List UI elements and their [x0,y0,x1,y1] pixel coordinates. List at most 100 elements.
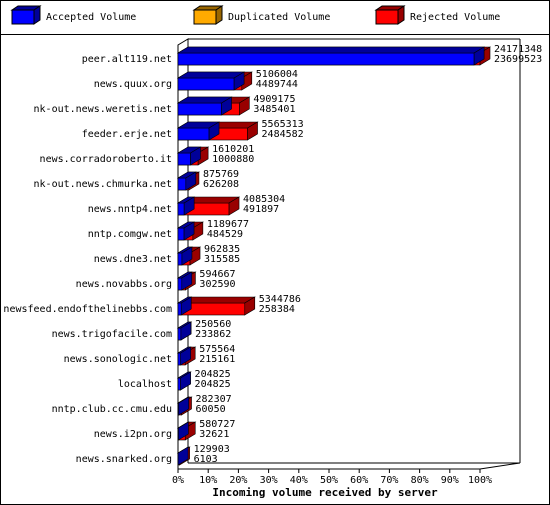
value-label: 129903 [194,444,230,455]
y-tick-label: news.i2pn.org [94,429,172,440]
bar [176,321,193,341]
bar-top [176,71,246,79]
bar-front [177,302,182,316]
value-label: 302590 [199,279,235,290]
bar-side [190,146,201,166]
bar [176,46,486,66]
value-label: 875769 [203,169,239,180]
value-label: 580727 [199,419,235,430]
bar-front [177,327,182,341]
y-tick-label: nntp.comgw.net [88,229,172,240]
x-tick-label: 40% [290,475,308,486]
bar-side [180,371,191,391]
x-tick-label: 50% [320,475,338,486]
value-label: 4909175 [253,94,295,105]
value-label: 626208 [203,179,239,190]
bar [176,246,194,266]
legend-label: Accepted Volume [46,12,136,23]
bar-front [177,202,185,216]
x-tick-label: 10% [199,475,217,486]
bar [176,171,197,191]
value-label: 5106004 [256,69,298,80]
y-tick-label: newsfeed.endofthelinebbs.com [3,304,172,315]
bar [176,71,246,91]
bar [176,146,202,166]
value-label: 4489744 [256,79,298,90]
x-tick-label: 30% [260,475,278,486]
bar-side [247,121,258,141]
legend-item: Accepted Volume [10,5,136,25]
value-label: 315585 [204,254,240,265]
value-label: 1189677 [207,219,249,230]
legend-label: Rejected Volume [410,12,500,23]
value-label: 5565313 [262,119,304,130]
x-tick-label: 100% [468,475,492,486]
bar-front [177,52,475,66]
bar [176,396,190,416]
value-label: 1000880 [212,154,254,165]
value-label: 204825 [195,369,231,380]
value-label: 5344786 [259,294,301,305]
y-tick-label: feeder.erje.net [82,129,172,140]
legend-swatch-side [397,5,405,25]
legend-swatch [11,9,35,25]
y-tick-label: news.sonologic.net [64,354,172,365]
y-tick-label: news.corradoroberto.it [40,154,172,165]
bar-top [176,46,486,54]
bar-front [177,102,222,116]
value-label: 282307 [196,394,232,405]
y-tick-label: peer.alt119.net [82,54,172,65]
bar-side [181,246,193,266]
y-tick-label: news.trigofacile.com [52,329,172,340]
bar [176,271,193,291]
bar [176,296,193,316]
bar-side [178,421,189,441]
value-label: 250560 [195,319,231,330]
value-label: 204825 [195,379,231,390]
y-tick-label: nntp.club.cc.cmu.edu [52,404,172,415]
bar-side [185,171,197,191]
value-label: 3485401 [253,104,295,115]
legend-item: Duplicated Volume [192,5,330,25]
value-label: 594667 [199,269,235,280]
value-label: 491897 [243,204,279,215]
y-tick-label: news.dne3.net [94,254,172,265]
bar-front [177,277,183,291]
bar-side [208,121,220,141]
x-tick-label: 20% [229,475,247,486]
y-tick-label: news.snarked.org [76,454,172,465]
x-tick-label: 70% [380,475,398,486]
y-tick-label: nk-out.news.chmurka.net [34,179,172,190]
value-label: 4085304 [243,194,285,205]
bar-front [177,152,191,166]
bar [176,196,196,216]
legend-swatch [193,9,217,25]
legend-label: Duplicated Volume [228,12,330,23]
bar-side [473,46,485,66]
bar-side [221,96,232,116]
bar-side [180,346,191,366]
value-label: 6103 [194,454,218,465]
legend-swatch-side [215,5,223,25]
bar [176,121,221,141]
bar-side [178,396,190,416]
value-label: 32621 [199,429,229,440]
y-tick-label: localhost [118,379,172,390]
bar-side [177,446,189,466]
bar-front [177,77,235,91]
value-label: 60050 [196,404,226,415]
value-label: 258384 [259,304,295,315]
y-tick-label: news.quux.org [94,79,172,90]
bar [176,346,192,366]
legend-swatch [375,9,399,25]
bar-side [228,196,240,216]
value-label: 215161 [199,354,235,365]
bar-front [177,377,181,391]
x-axis-title: Incoming volume received by server [212,486,438,499]
value-label: 23699523 [494,54,542,65]
x-tick-label: 90% [441,475,459,486]
y-tick-label: news.nntp4.net [88,204,172,215]
bar-side [181,271,193,291]
